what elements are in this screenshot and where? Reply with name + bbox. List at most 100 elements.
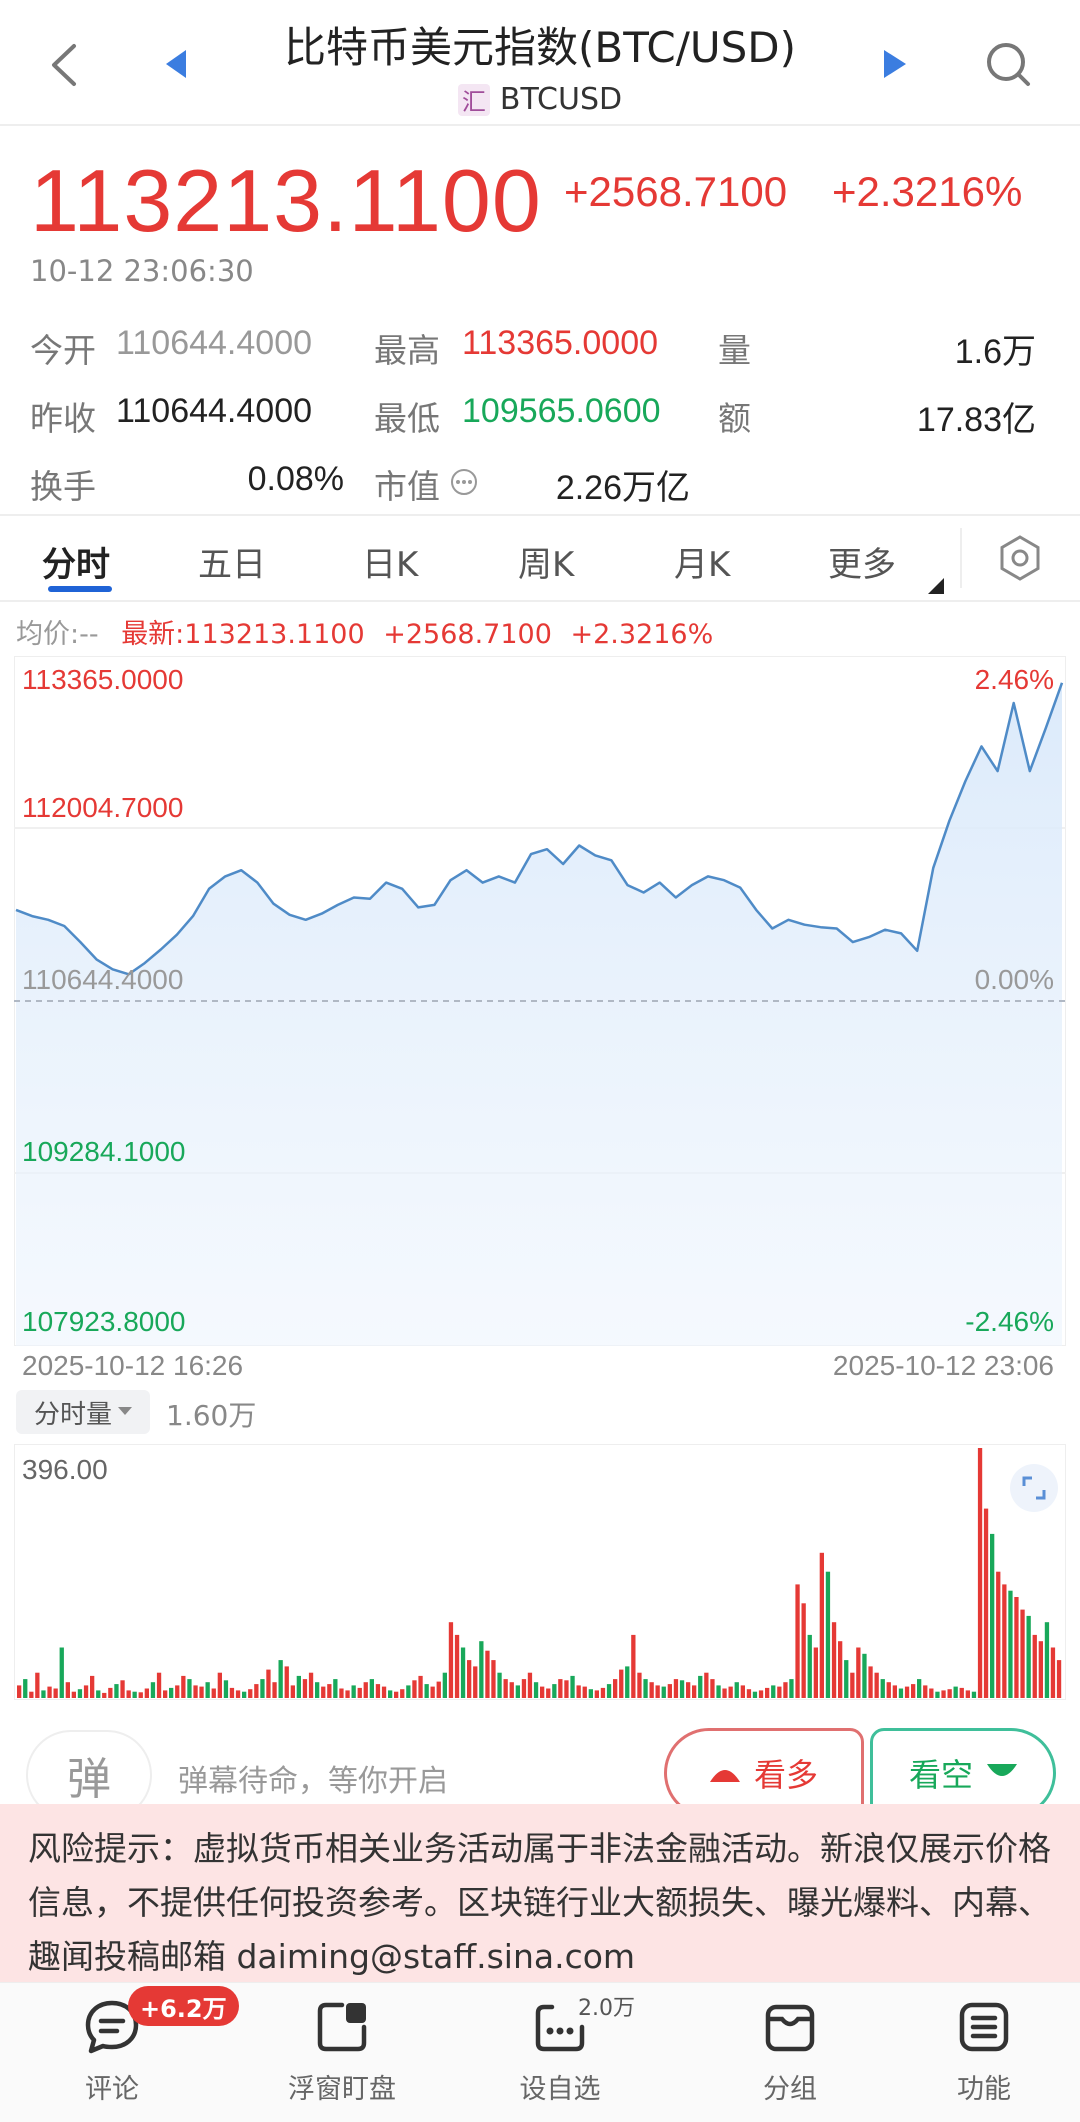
tab-intraday[interactable]: 分时 — [42, 545, 110, 585]
volume-type-label: 分时量 — [33, 1399, 112, 1430]
nav-group[interactable]: 分组 — [682, 1983, 898, 2122]
volume-bar — [321, 1686, 326, 1698]
back-icon[interactable] — [44, 40, 84, 94]
volume-bar — [643, 1679, 648, 1698]
volume-bar — [789, 1679, 794, 1698]
nav-comments-label: 评论 — [85, 2074, 139, 2105]
float-window-icon — [317, 2002, 367, 2052]
volume-bar — [892, 1685, 897, 1698]
x-tick-end: 2025-10-12 23:06 — [832, 1350, 1054, 1381]
bearish-button[interactable]: 看空 — [870, 1728, 1056, 1818]
nav-group-label: 分组 — [763, 2074, 817, 2105]
volume-bar — [1026, 1615, 1031, 1698]
volume-bar — [138, 1692, 143, 1698]
volume-bar — [345, 1690, 350, 1698]
volume-bar — [667, 1684, 672, 1698]
volume-bar — [625, 1666, 630, 1698]
volume-bar — [175, 1685, 180, 1698]
y-pct-min: -2.46% — [965, 1306, 1054, 1337]
tab-five-day[interactable]: 五日 — [198, 545, 266, 585]
volume-bar — [831, 1622, 837, 1698]
volume-bar — [722, 1688, 727, 1698]
volume-bar — [272, 1682, 277, 1698]
volume-bar — [953, 1686, 958, 1698]
prev-close-value: 110644.4000 — [116, 392, 313, 430]
volume-bar — [746, 1689, 752, 1698]
volume-bar — [96, 1690, 101, 1698]
comment-count-badge: +6.2万 — [128, 1986, 239, 2026]
nav-float-window[interactable]: 浮窗盯盘 — [234, 1983, 450, 2122]
nav-comments[interactable]: 评论 — [4, 1983, 220, 2122]
more-dropdown-icon — [928, 578, 944, 598]
volume-bar — [394, 1691, 399, 1698]
bullish-button[interactable]: 看多 — [664, 1728, 864, 1818]
watchlist-count: 2.0万 — [578, 1996, 635, 2021]
volume-bar — [929, 1688, 934, 1698]
volume-bar — [825, 1571, 831, 1698]
volume-bar — [126, 1690, 131, 1698]
volume-bar — [673, 1679, 679, 1698]
volume-bar — [296, 1675, 301, 1698]
volume-bar-chart[interactable] — [14, 1444, 1066, 1700]
volume-bar — [540, 1686, 545, 1698]
nav-functions[interactable]: 功能 — [876, 1983, 1080, 2122]
nav-add-watchlist[interactable]: 设自选 — [452, 1983, 668, 2122]
stats-divider — [0, 514, 1080, 516]
chart-settings-icon[interactable] — [996, 534, 1044, 586]
volume-bar — [1008, 1590, 1013, 1698]
volume-bar — [90, 1675, 95, 1698]
open-value: 110644.4000 — [116, 324, 313, 362]
volume-bar — [339, 1688, 344, 1698]
volume-total: 1.60万 — [166, 1399, 257, 1432]
tab-monthly-k[interactable]: 月K — [674, 545, 731, 585]
volume-bar — [83, 1685, 89, 1698]
volume-bar — [552, 1684, 557, 1698]
volume-bar — [898, 1688, 904, 1698]
volume-bar — [862, 1653, 867, 1698]
volume-bar — [582, 1686, 587, 1698]
volume-bar — [363, 1682, 368, 1698]
volume-bar — [996, 1571, 1001, 1698]
comment-icon — [85, 2000, 139, 2054]
y-pct-max: 2.46% — [974, 664, 1054, 695]
prev-stock-icon[interactable] — [166, 50, 188, 82]
volume-bar — [983, 1508, 989, 1698]
volume-bar — [467, 1660, 472, 1698]
volume-bar — [248, 1689, 253, 1698]
nav-add-watchlist-label: 设自选 — [519, 2074, 601, 2105]
volume-bar — [795, 1584, 800, 1698]
volume-bar — [509, 1682, 514, 1698]
volume-bar — [619, 1669, 624, 1698]
volume-bar — [1032, 1634, 1037, 1698]
next-stock-icon[interactable] — [884, 50, 906, 82]
volume-bar — [156, 1672, 162, 1698]
volume-bar — [41, 1690, 46, 1698]
volume-bar — [844, 1660, 849, 1698]
volume-bar — [290, 1685, 295, 1698]
intraday-price-chart[interactable] — [14, 656, 1066, 1346]
volume-bar — [400, 1689, 405, 1698]
search-icon[interactable] — [984, 40, 1034, 94]
tab-daily-k[interactable]: 日K — [362, 545, 419, 585]
volume-bar — [47, 1686, 52, 1698]
volume-bar — [418, 1675, 423, 1698]
volume-bar — [229, 1687, 235, 1698]
danmaku-placeholder[interactable]: 弹幕待命，等你开启 — [178, 1764, 448, 1799]
bearish-label: 看空 — [908, 1756, 973, 1794]
volume-bar — [430, 1686, 435, 1698]
volume-bar — [120, 1680, 125, 1698]
latest-change-pct: +2.3216% — [570, 619, 714, 650]
tab-more[interactable]: 更多 — [828, 545, 896, 585]
volume-bar — [53, 1688, 58, 1698]
tab-weekly-k[interactable]: 周K — [518, 545, 575, 585]
volume-bar — [278, 1660, 283, 1698]
volume-type-dropdown[interactable]: 分时量 — [16, 1390, 150, 1434]
latest-price: 最新:113213.1100 — [121, 619, 365, 650]
market-cap-info-icon[interactable] — [450, 468, 478, 500]
volume-bar — [758, 1690, 764, 1698]
forex-badge: 汇 — [457, 83, 490, 116]
volume-bar — [990, 1533, 995, 1698]
volume-bar — [710, 1679, 715, 1698]
volume-bar — [594, 1690, 599, 1698]
expand-icon[interactable] — [1010, 1464, 1058, 1512]
